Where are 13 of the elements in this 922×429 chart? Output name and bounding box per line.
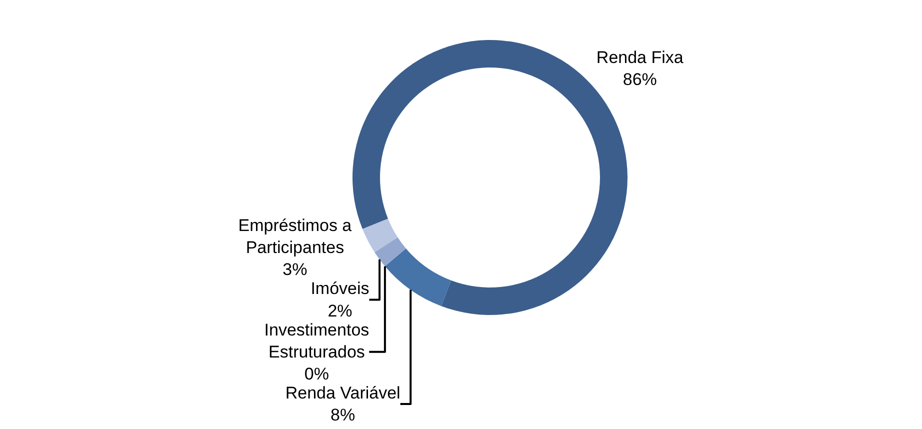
data-label: 3% (282, 260, 308, 280)
category-label: Investimentos Estruturados (264, 320, 370, 362)
slice-label: Renda Fixa (596, 48, 684, 68)
slice-label: Renda Variável (285, 384, 400, 403)
donut-slice (384, 248, 452, 306)
text: 0% (304, 364, 329, 384)
donut-slice (362, 218, 398, 252)
data-label: 86% (622, 70, 657, 90)
donut-slice (374, 237, 406, 266)
slice-label: Empréstimos a Participantes (238, 216, 352, 258)
data-label: 8% (330, 406, 356, 425)
data-label: 2% (328, 301, 352, 320)
slice-label: Imóveis (310, 279, 370, 298)
